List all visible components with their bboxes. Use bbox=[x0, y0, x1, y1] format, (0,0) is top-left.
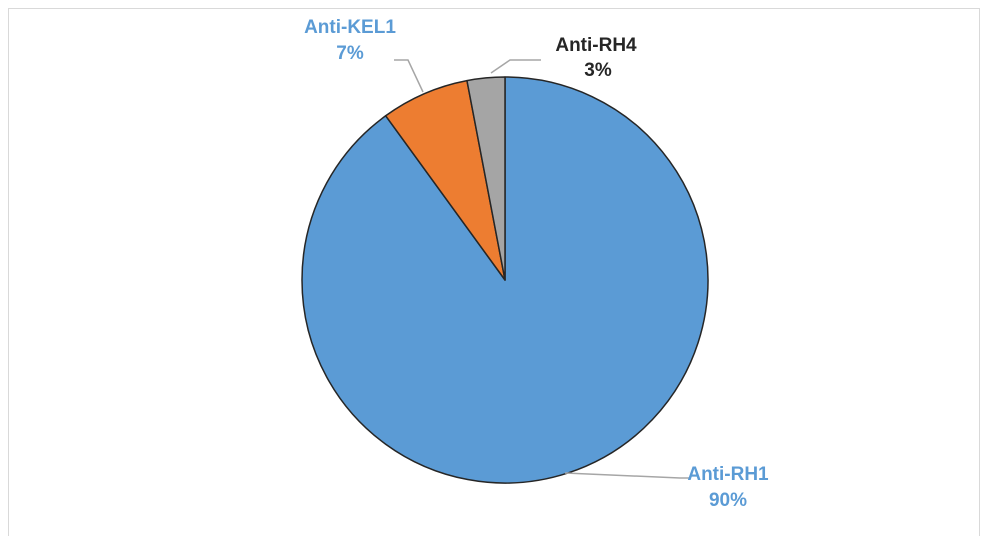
data-label-anti-kel1: Anti-KEL1 bbox=[304, 17, 396, 38]
data-value-anti-kel1: 7% bbox=[336, 43, 364, 64]
leader-line-anti-kel1 bbox=[394, 59, 424, 93]
leader-line-anti-rh4 bbox=[490, 59, 541, 74]
data-label-anti-rh1: Anti-RH1 bbox=[687, 464, 769, 485]
data-value-anti-rh1: 90% bbox=[709, 490, 747, 511]
leader-line-anti-rh1 bbox=[564, 472, 690, 479]
data-value-anti-rh4: 3% bbox=[584, 60, 612, 81]
data-label-anti-rh4: Anti-RH4 bbox=[555, 35, 637, 56]
pie-slice-anti-rh4 bbox=[466, 76, 506, 281]
